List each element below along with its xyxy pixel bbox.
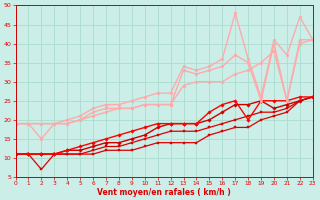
X-axis label: Vent moyen/en rafales ( km/h ): Vent moyen/en rafales ( km/h ) <box>97 188 231 197</box>
